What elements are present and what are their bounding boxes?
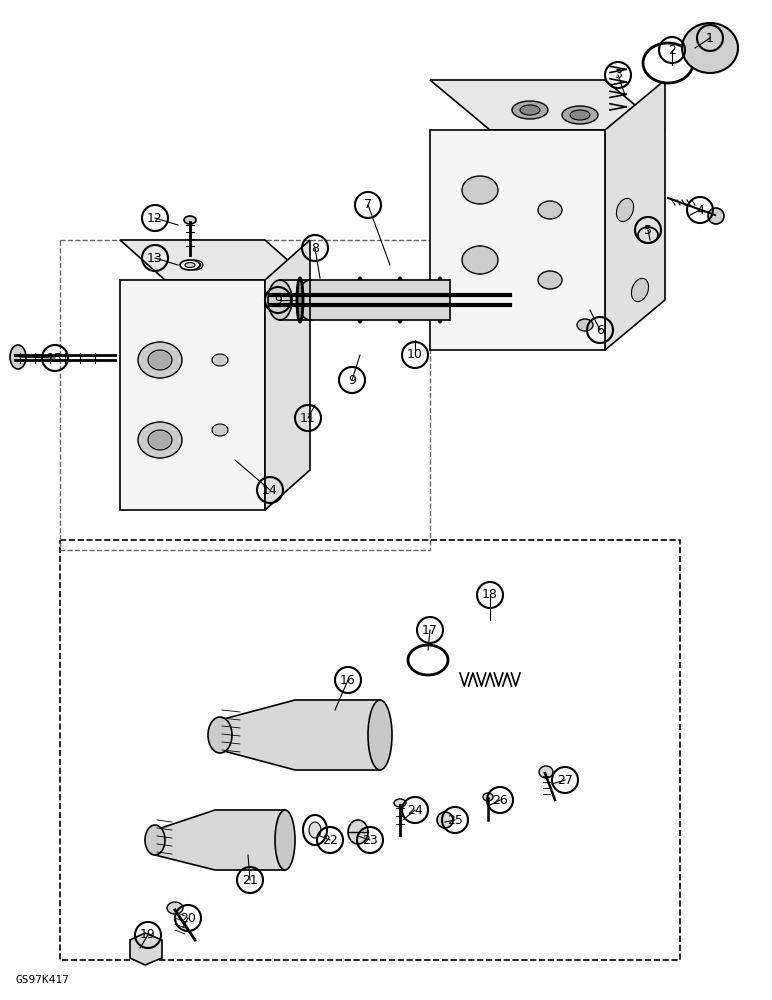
Ellipse shape xyxy=(357,278,363,322)
Ellipse shape xyxy=(570,110,590,120)
Text: 2: 2 xyxy=(668,43,676,56)
Ellipse shape xyxy=(462,246,498,274)
Ellipse shape xyxy=(275,810,295,870)
Text: 3: 3 xyxy=(614,68,622,82)
Ellipse shape xyxy=(212,354,228,366)
Text: 8: 8 xyxy=(311,241,319,254)
Text: 23: 23 xyxy=(362,834,378,846)
Ellipse shape xyxy=(708,208,724,224)
Ellipse shape xyxy=(538,271,562,289)
Text: 22: 22 xyxy=(322,834,338,846)
Text: 1: 1 xyxy=(706,31,714,44)
Text: 14: 14 xyxy=(262,484,278,496)
Ellipse shape xyxy=(437,278,443,322)
Text: 18: 18 xyxy=(482,588,498,601)
Ellipse shape xyxy=(520,105,540,115)
Ellipse shape xyxy=(483,793,493,801)
Ellipse shape xyxy=(298,280,322,320)
Ellipse shape xyxy=(638,227,658,243)
Ellipse shape xyxy=(348,820,368,844)
Bar xyxy=(430,130,605,350)
Ellipse shape xyxy=(394,799,406,807)
Polygon shape xyxy=(310,280,450,320)
Text: 5: 5 xyxy=(644,224,652,236)
Ellipse shape xyxy=(167,902,183,914)
Text: 13: 13 xyxy=(147,251,163,264)
Ellipse shape xyxy=(208,717,232,753)
Polygon shape xyxy=(220,700,380,770)
Polygon shape xyxy=(155,810,285,870)
Ellipse shape xyxy=(180,260,200,270)
Text: 11: 11 xyxy=(300,412,316,424)
Text: GS97K417: GS97K417 xyxy=(15,975,69,985)
Text: 15: 15 xyxy=(47,352,63,364)
Text: 16: 16 xyxy=(340,674,356,686)
Bar xyxy=(120,280,265,510)
Polygon shape xyxy=(120,240,310,280)
Ellipse shape xyxy=(212,424,228,436)
Text: 24: 24 xyxy=(407,804,423,816)
Text: 9: 9 xyxy=(348,373,356,386)
Ellipse shape xyxy=(268,280,292,320)
Text: 21: 21 xyxy=(242,874,258,886)
Text: 19: 19 xyxy=(141,928,156,942)
Text: 7: 7 xyxy=(364,198,372,212)
Polygon shape xyxy=(265,240,310,510)
Polygon shape xyxy=(130,933,162,965)
Ellipse shape xyxy=(368,700,392,770)
Ellipse shape xyxy=(145,825,165,855)
Text: 26: 26 xyxy=(492,794,508,806)
Text: 17: 17 xyxy=(422,624,438,637)
Text: 27: 27 xyxy=(557,774,573,786)
Ellipse shape xyxy=(538,201,562,219)
Text: 10: 10 xyxy=(407,349,423,361)
Ellipse shape xyxy=(539,766,553,778)
Ellipse shape xyxy=(562,106,598,124)
Text: 12: 12 xyxy=(147,212,163,225)
Ellipse shape xyxy=(303,815,327,845)
Text: 9: 9 xyxy=(274,294,282,306)
Ellipse shape xyxy=(397,278,403,322)
Ellipse shape xyxy=(10,345,26,369)
Polygon shape xyxy=(430,80,665,130)
Ellipse shape xyxy=(185,262,195,267)
Ellipse shape xyxy=(148,350,172,370)
Ellipse shape xyxy=(577,319,593,331)
Ellipse shape xyxy=(138,342,182,378)
Ellipse shape xyxy=(408,645,448,675)
Ellipse shape xyxy=(148,430,172,450)
Bar xyxy=(60,240,430,550)
Polygon shape xyxy=(605,80,665,350)
Ellipse shape xyxy=(631,278,648,302)
Ellipse shape xyxy=(682,23,738,73)
Text: 4: 4 xyxy=(696,204,704,217)
Text: 20: 20 xyxy=(180,912,196,924)
Ellipse shape xyxy=(512,101,548,119)
Ellipse shape xyxy=(184,216,196,224)
Ellipse shape xyxy=(187,260,203,270)
Ellipse shape xyxy=(437,812,453,828)
Bar xyxy=(60,540,680,960)
Text: 6: 6 xyxy=(596,324,604,336)
Ellipse shape xyxy=(309,822,321,838)
Ellipse shape xyxy=(138,422,182,458)
Ellipse shape xyxy=(616,198,634,222)
Ellipse shape xyxy=(297,278,303,322)
Text: 25: 25 xyxy=(447,814,463,826)
Ellipse shape xyxy=(462,176,498,204)
Ellipse shape xyxy=(643,43,693,83)
